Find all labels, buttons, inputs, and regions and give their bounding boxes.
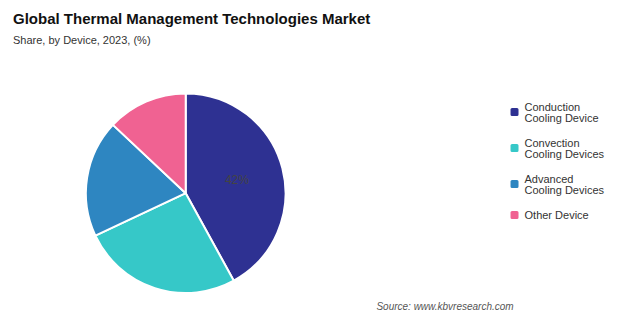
svg-text:42%: 42% <box>225 173 249 187</box>
svg-text:Global Thermal Management Tech: Global Thermal Management Technologies M… <box>13 10 370 27</box>
svg-text:Cooling Device: Cooling Device <box>525 112 599 124</box>
svg-text:Cooling Devices: Cooling Devices <box>525 148 605 160</box>
svg-text:Source: www.kbvresearch.com: Source: www.kbvresearch.com <box>376 301 513 312</box>
svg-text:Other Device: Other Device <box>525 209 589 221</box>
svg-text:Convection: Convection <box>524 136 580 149</box>
svg-text:Advanced: Advanced <box>524 172 574 185</box>
svg-text:Conduction: Conduction <box>524 100 581 113</box>
svg-text:Share, by Device, 2023, (%): Share, by Device, 2023, (%) <box>13 34 151 46</box>
svg-text:Cooling Devices: Cooling Devices <box>525 184 605 196</box>
